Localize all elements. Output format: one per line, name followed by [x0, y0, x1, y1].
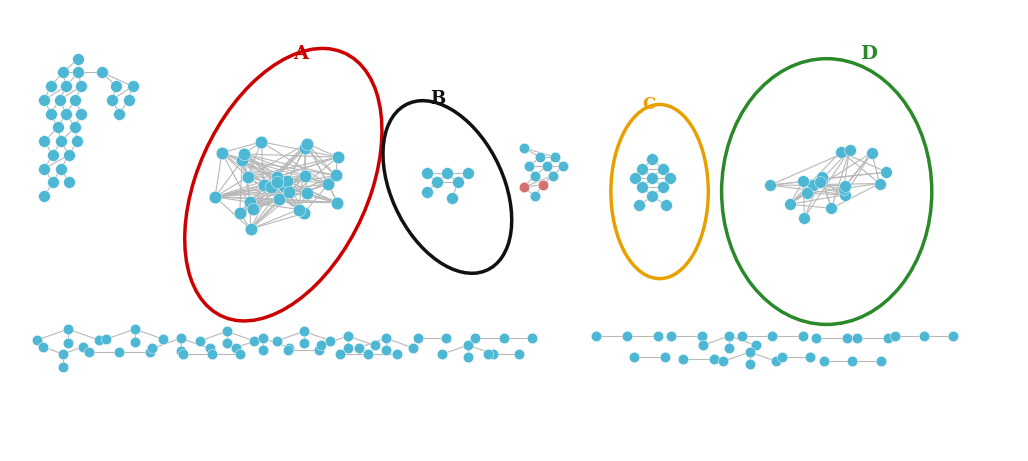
Text: A: A: [294, 45, 308, 63]
Text: C: C: [642, 96, 656, 113]
Text: D: D: [860, 45, 878, 63]
Text: B: B: [430, 90, 445, 108]
